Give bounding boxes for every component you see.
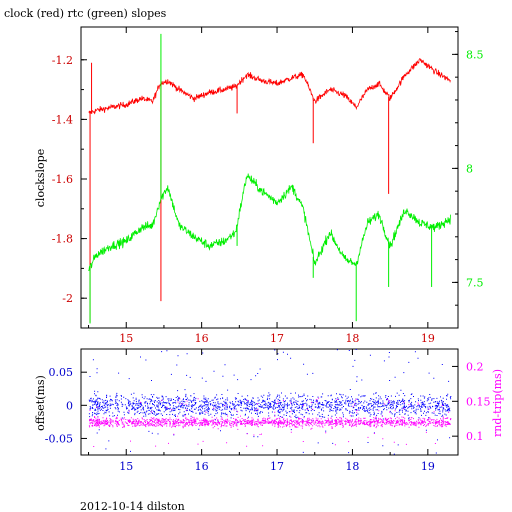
offset-axis-label: offset(ms) [34, 375, 47, 431]
y2-tick-label: 7.5 [466, 276, 484, 289]
roundtrip-series [88, 397, 452, 447]
y2-tick-label: 0.2 [466, 360, 484, 373]
scatter-points [88, 397, 452, 447]
chart-title: clock (red) rtc (green) slopes [4, 7, 167, 20]
series-line [88, 173, 451, 271]
bottom-y2-axis: 0.1 0.15 0.2 [452, 360, 491, 443]
x-tick-label: 18 [345, 460, 359, 473]
x-tick-label: 19 [421, 332, 435, 345]
y-tick-label: 0 [66, 399, 73, 412]
x-tick-label: 16 [195, 332, 209, 345]
y2-tick-label: 8.5 [466, 48, 484, 61]
y-tick-label: -0.05 [45, 432, 73, 445]
y-tick-label: -1.2 [52, 54, 73, 67]
y2-tick-label: 0.1 [466, 430, 484, 443]
x-tick-label: 16 [195, 460, 209, 473]
top-y-axis-label: clockslope [34, 149, 47, 207]
bottom-plot-frame [80, 348, 459, 456]
y-tick-label: -1.8 [52, 233, 73, 246]
footer-caption: 2012-10-14 dilston [80, 500, 185, 512]
x-tick-label: 19 [421, 460, 435, 473]
x-tick-label: 17 [270, 460, 284, 473]
x-tick-label: 15 [119, 460, 133, 473]
x-tick-label: 17 [270, 332, 284, 345]
top-y2-axis: 7.5 8 8.5 [452, 31, 484, 306]
x-tick-label: 15 [119, 332, 133, 345]
rtc-series [88, 33, 451, 324]
series-line [88, 58, 451, 115]
top-plot-frame [80, 26, 459, 329]
y-tick-label: -1.6 [52, 173, 73, 186]
top-x-axis: 15 16 17 18 19 [88, 27, 435, 345]
bottom-panel: 15 16 17 18 19 -0.05 0 0.05 0.1 0.15 0.2 offset(… [34, 348, 504, 473]
offset-series [88, 349, 452, 455]
bottom-x-axis: 15 16 17 18 19 [88, 349, 435, 473]
y-tick-label: -1.4 [52, 113, 73, 126]
top-y-axis: -2 -1.8 -1.6 -1.4 -1.2 [52, 54, 87, 329]
y2-tick-label: 8 [466, 162, 473, 175]
y-tick-label: -2 [62, 292, 73, 305]
y-tick-label: 0.05 [49, 366, 74, 379]
scatter-points [88, 349, 452, 455]
x-tick-label: 18 [345, 332, 359, 345]
top-panel: 15 16 17 18 19 -2 -1.8 -1.6 -1.4 -1.2 7.5 8 8.5 cl… [34, 26, 484, 345]
y2-tick-label: 0.15 [466, 395, 491, 408]
bottom-y-axis: -0.05 0 0.05 [45, 366, 87, 445]
roundtrip-axis-label: rnd-trip(ms) [491, 369, 504, 437]
